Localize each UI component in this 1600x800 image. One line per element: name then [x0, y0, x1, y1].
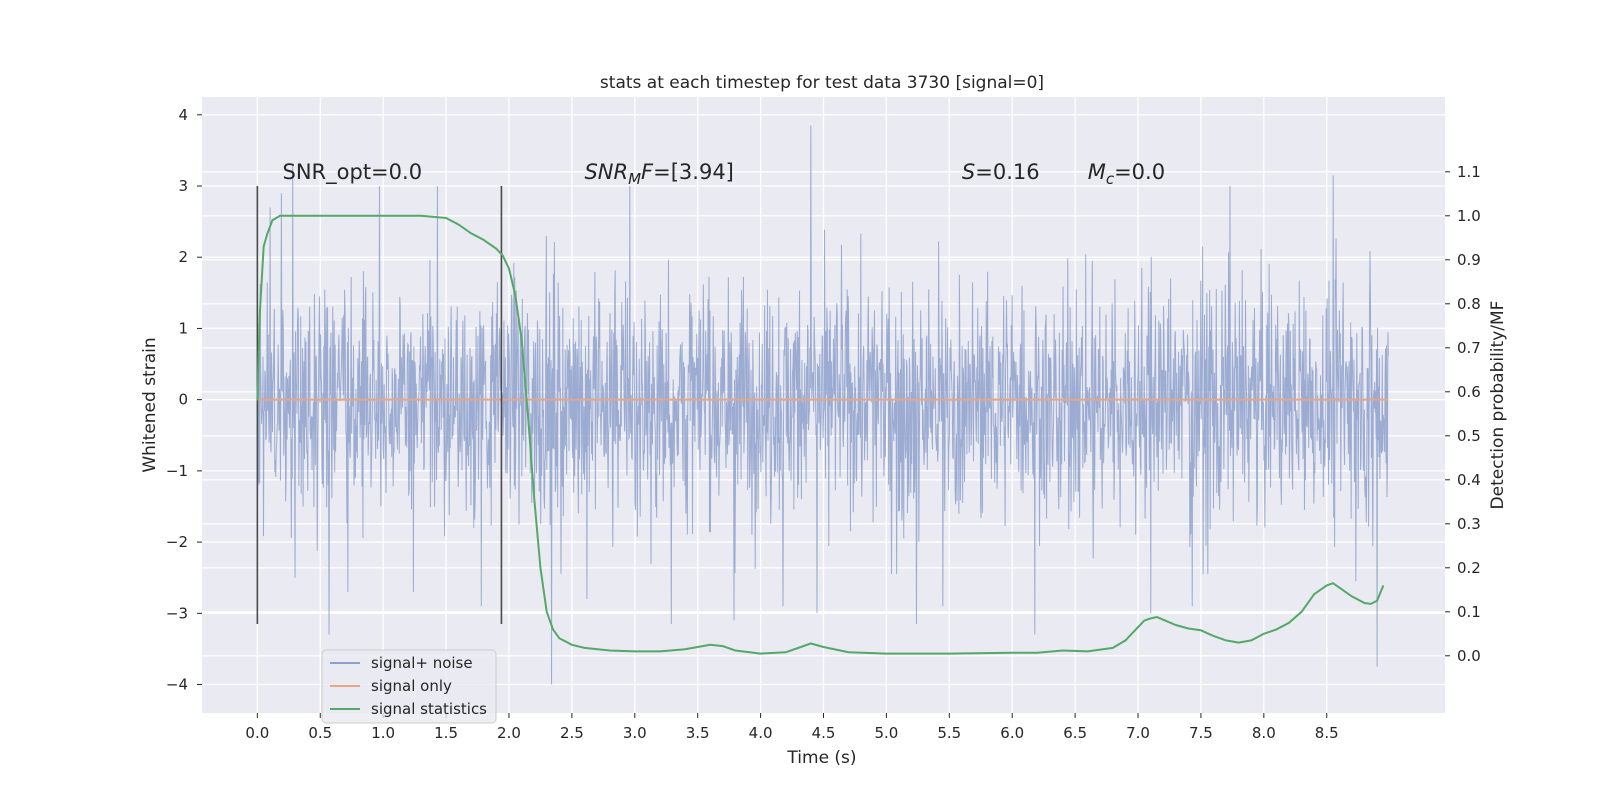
x-tick-label: 4.5 [812, 724, 836, 742]
y2-tick-label: 0.8 [1457, 295, 1481, 313]
x-tick-label: 6.5 [1063, 724, 1087, 742]
x-tick-label: 2.0 [497, 724, 521, 742]
chart-title: stats at each timestep for test data 373… [600, 73, 1044, 93]
y2-tick-label: 0.5 [1457, 427, 1481, 445]
tick-labels: 0.0 0.5 1.0 1.5 2.0 2.5 3.0 3.5 4.0 4.5 5.0 5.5 6.0 6… [166, 106, 1481, 742]
y-tick-label: −4 [166, 676, 188, 694]
y2-tick-label: 0.6 [1457, 383, 1481, 401]
x-tick-label: 7.5 [1189, 724, 1213, 742]
y-tick-label: 0 [178, 391, 188, 409]
legend-box [321, 649, 497, 724]
y-axis-label: Whitened strain [140, 337, 160, 472]
y-tick-label: 1 [178, 319, 188, 337]
annotation-s-value: S=0.16 [962, 160, 1040, 184]
x-tick-label: 5.5 [937, 724, 961, 742]
y2-tick-label: 0.1 [1457, 603, 1481, 621]
x-tick-label: 1.5 [434, 724, 458, 742]
annotations: SNR_opt=0.0 SNRMF=[3.94] S=0.16 Mc=0.0 [283, 160, 1166, 188]
y-tick-label: −3 [166, 604, 188, 622]
signal-statistics-line [256, 214, 1385, 655]
x-tick-label: 0.0 [245, 724, 269, 742]
x-tick-label: 2.5 [560, 724, 584, 742]
y2-tick-label: 0.9 [1457, 251, 1481, 269]
legend-label-signal-noise: signal+ noise [371, 654, 473, 672]
x-tick-label: 0.5 [308, 724, 332, 742]
legend-label-signal-statistics: signal statistics [371, 700, 487, 718]
x-tick-label: 7.0 [1126, 724, 1150, 742]
x-axis-label: Time (s) [786, 748, 856, 768]
signal-noise-line [256, 125, 1389, 685]
y2-tick-label: 0.2 [1457, 559, 1481, 577]
y2-axis-label: Detection probability/MF [1488, 301, 1508, 510]
y-tick-label: 3 [178, 177, 188, 195]
x-tick-label: 6.0 [1000, 724, 1024, 742]
x-tick-label: 8.0 [1252, 724, 1276, 742]
y2-tick-label: 1.1 [1457, 163, 1481, 181]
legend-label-signal-only: signal only [371, 677, 452, 695]
x-tick-label: 1.0 [371, 724, 395, 742]
y2-tick-label: 0.7 [1457, 339, 1481, 357]
y2-tick-label: 0.0 [1457, 647, 1481, 665]
legend: signal+ noise signal only signal statist… [321, 649, 497, 724]
grid [202, 97, 1445, 713]
x-tick-label: 5.0 [874, 724, 898, 742]
y-tick-label: −2 [166, 533, 188, 551]
y2-tick-label: 0.3 [1457, 515, 1481, 533]
annotation-snr-mf: SNRMF=[3.94] [584, 160, 733, 188]
x-tick-label: 4.0 [749, 724, 773, 742]
x-tick-label: 3.0 [623, 724, 647, 742]
y2-tick-label: 1.0 [1457, 207, 1481, 225]
signal-statistics-series [256, 214, 1385, 655]
annotation-mc-value: Mc=0.0 [1088, 160, 1165, 188]
y2-tick-label: 0.4 [1457, 471, 1481, 489]
marker-lines [256, 186, 503, 624]
x-tick-label: 8.5 [1315, 724, 1339, 742]
y-tick-label: −1 [166, 462, 188, 480]
y-tick-label: 4 [178, 106, 188, 124]
annotation-snr-opt: SNR_opt=0.0 [283, 160, 423, 185]
y-tick-label: 2 [178, 248, 188, 266]
x-tick-label: 3.5 [686, 724, 710, 742]
signal-noise-series [256, 125, 1389, 685]
